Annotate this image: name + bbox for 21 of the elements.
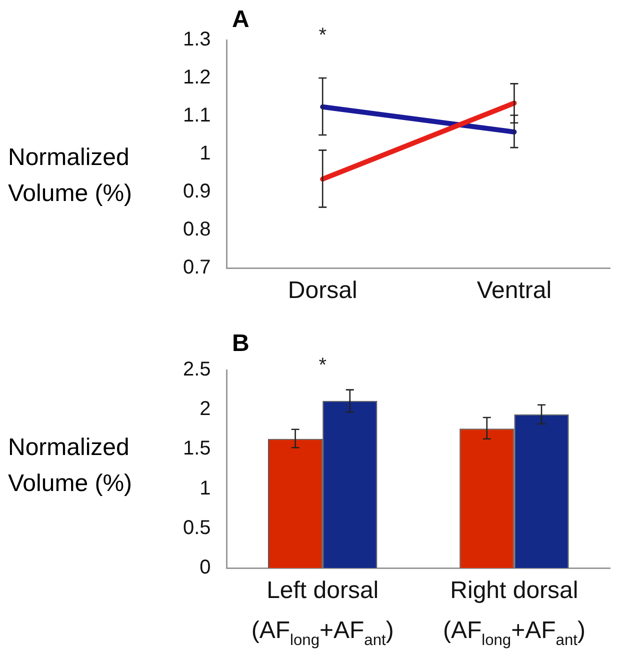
y-axis-title: Normalized Volume (%): [8, 433, 134, 499]
y-tick-label: 1.3: [182, 28, 211, 51]
chart-title: A: [232, 6, 250, 34]
y-tick-label: 0.5: [182, 516, 211, 539]
x-tick-label: Ventral: [476, 277, 552, 304]
annotation: *: [318, 24, 327, 47]
x-tick-label: Dorsal: [288, 277, 358, 304]
y-tick-label: 1.1: [182, 104, 211, 127]
chart-title: B: [232, 330, 250, 358]
y-tick-label: 2: [200, 398, 211, 420]
y-tick-label: 1.5: [182, 438, 211, 460]
y-axis-title: Normalized Volume (%): [8, 143, 134, 209]
y-tick-label: 1: [200, 477, 211, 500]
y-tick-label: 0.9: [182, 180, 211, 203]
y-tick-label: 0.7: [182, 256, 211, 279]
y-tick-label: 1.2: [182, 66, 211, 89]
y-tick-label: 0.8: [182, 218, 211, 241]
annotation: *: [318, 354, 327, 377]
y-tick-label: 1: [200, 142, 211, 165]
y-tick-label: 2.5: [182, 358, 211, 381]
y-tick-label: 0: [200, 556, 211, 579]
